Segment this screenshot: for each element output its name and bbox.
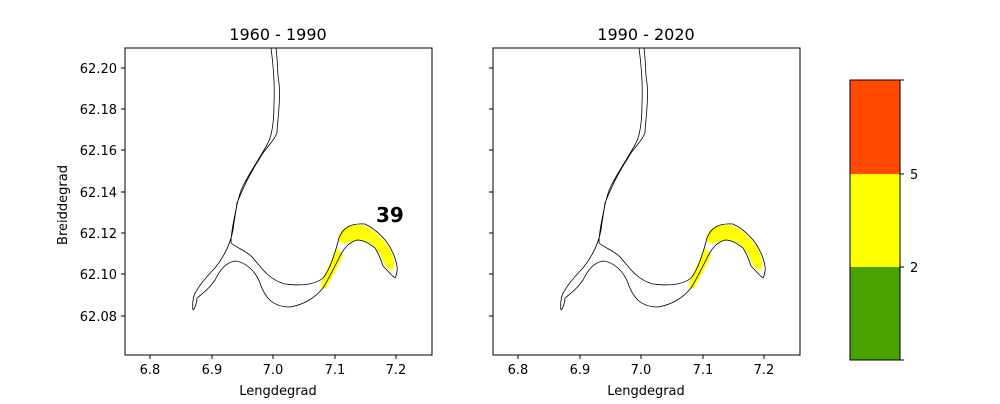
panel-2-axes — [492, 47, 801, 356]
x-tick-label: 7.2 — [386, 363, 407, 378]
panel-1-xlabel: Lengdegrad — [239, 384, 317, 399]
panel-1-lake-outline — [192, 47, 398, 311]
panel-2-lake-outline — [560, 47, 766, 311]
panel-2-x-axis: 6.8 6.9 7.0 7.1 7.2 — [508, 355, 775, 378]
x-tick-label: 6.9 — [570, 363, 591, 378]
panel-1-map — [192, 47, 398, 311]
map-panel-1: 1960 - 1990 39 62.20 62.18 62.16 62.14 6… — [56, 25, 433, 399]
y-tick-label: 62.10 — [80, 268, 117, 283]
x-tick-label: 7.1 — [693, 363, 714, 378]
x-tick-label: 6.9 — [202, 363, 223, 378]
map-panel-2: 1990 - 2020 6.8 6.9 7.0 7.1 — [489, 25, 801, 399]
panel-1-title: 1960 - 1990 — [229, 25, 326, 44]
panel-1-ylabel: Breiddegrad — [56, 165, 71, 245]
colorbar: 5 2 — [849, 79, 918, 361]
x-tick-label: 6.8 — [140, 363, 161, 378]
x-tick-label: 6.8 — [508, 363, 529, 378]
x-tick-label: 7.0 — [631, 363, 652, 378]
panel-1-axes — [124, 47, 433, 356]
colorbar-frame — [849, 79, 901, 361]
panel-2-title: 1990 - 2020 — [597, 25, 694, 44]
panel-1-annotation: 39 — [376, 203, 404, 227]
colorbar-band-low — [850, 267, 900, 360]
panel-1-x-axis: 6.8 6.9 7.0 7.1 7.2 — [140, 355, 407, 378]
y-tick-label: 62.18 — [80, 103, 117, 118]
panel-2-map — [560, 47, 766, 311]
colorbar-tick-label: 2 — [910, 261, 918, 276]
panel-2-y-axis — [489, 67, 493, 317]
panel-2-xlabel: Lengdegrad — [607, 384, 685, 399]
x-tick-label: 7.2 — [754, 363, 775, 378]
panel-2-zone-upper — [706, 224, 763, 271]
colorbar-tick-label: 5 — [910, 168, 918, 183]
colorbar-band-high — [850, 80, 900, 174]
y-tick-label: 62.08 — [80, 310, 117, 325]
panel-2-zone-lower — [689, 248, 711, 289]
y-tick-label: 62.14 — [80, 186, 117, 201]
x-tick-label: 7.1 — [325, 363, 346, 378]
y-tick-label: 62.12 — [80, 227, 117, 242]
y-tick-label: 62.20 — [80, 62, 117, 77]
colorbar-band-mid — [850, 174, 900, 267]
panel-1-y-axis: 62.20 62.18 62.16 62.14 62.12 62.10 62.0… — [80, 62, 125, 325]
y-tick-label: 62.16 — [80, 144, 117, 159]
panel-1-zone-lower — [321, 248, 343, 289]
panel-1-zone-upper — [338, 224, 395, 271]
x-tick-label: 7.0 — [263, 363, 284, 378]
